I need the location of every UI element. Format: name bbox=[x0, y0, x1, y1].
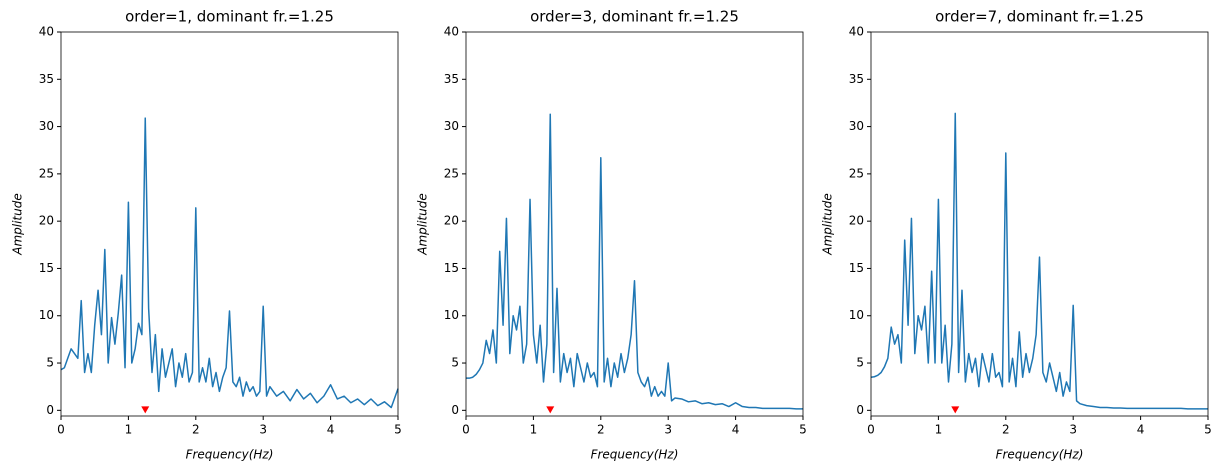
y-tick-label: 30 bbox=[444, 119, 459, 133]
x-tick-label: 5 bbox=[394, 423, 402, 437]
x-tick-label: 1 bbox=[530, 423, 538, 437]
y-tick-label: 15 bbox=[39, 261, 54, 275]
y-tick-label: 25 bbox=[39, 166, 54, 180]
chart-title: order=3, dominant fr.=1.25 bbox=[530, 8, 739, 26]
y-tick-label: 25 bbox=[444, 166, 459, 180]
y-tick-label: 15 bbox=[444, 261, 459, 275]
x-tick-label: 3 bbox=[259, 423, 267, 437]
y-axis-label: Amplitude bbox=[11, 193, 25, 256]
y-tick-label: 30 bbox=[39, 119, 54, 133]
chart-title: order=7, dominant fr.=1.25 bbox=[935, 8, 1144, 26]
x-tick-label: 4 bbox=[732, 423, 740, 437]
x-tick-label: 2 bbox=[597, 423, 605, 437]
y-tick-label: 40 bbox=[39, 25, 54, 39]
y-tick-label: 35 bbox=[39, 72, 54, 86]
y-tick-label: 25 bbox=[849, 166, 864, 180]
line-series bbox=[60, 117, 399, 409]
x-tick-label: 2 bbox=[1002, 423, 1010, 437]
x-tick-label: 3 bbox=[1069, 423, 1077, 437]
dominant-frequency-marker bbox=[141, 406, 150, 414]
axes-frame bbox=[870, 31, 1209, 417]
x-tick-label: 2 bbox=[192, 423, 200, 437]
y-tick-label: 35 bbox=[444, 72, 459, 86]
x-axis-label: Frequency(Hz) bbox=[186, 448, 274, 462]
y-tick-label: 20 bbox=[444, 214, 459, 228]
y-tick-label: 10 bbox=[39, 308, 54, 322]
line-series bbox=[466, 113, 803, 410]
y-tick-label: 15 bbox=[849, 261, 864, 275]
y-tick-label: 0 bbox=[856, 403, 864, 417]
x-tick-label: 4 bbox=[1137, 423, 1145, 437]
y-tick-label: 20 bbox=[849, 214, 864, 228]
x-axis-label: Frequency(Hz) bbox=[591, 448, 679, 462]
dominant-frequency-marker bbox=[951, 406, 960, 414]
dominant-frequency-marker bbox=[546, 406, 555, 414]
y-tick-label: 10 bbox=[444, 308, 459, 322]
axes-frame bbox=[465, 31, 804, 417]
y-tick-label: 5 bbox=[856, 356, 864, 370]
axes-frame bbox=[60, 31, 399, 417]
y-axis-label: Amplitude bbox=[821, 193, 835, 256]
y-tick-label: 40 bbox=[849, 25, 864, 39]
x-tick-label: 5 bbox=[799, 423, 807, 437]
y-tick-label: 0 bbox=[451, 403, 459, 417]
x-tick-label: 1 bbox=[125, 423, 133, 437]
y-tick-label: 40 bbox=[444, 25, 459, 39]
x-axis-label: Frequency(Hz) bbox=[996, 448, 1084, 462]
x-tick-label: 1 bbox=[935, 423, 943, 437]
y-tick-label: 5 bbox=[451, 356, 459, 370]
x-tick-label: 5 bbox=[1204, 423, 1212, 437]
line-series bbox=[870, 112, 1208, 410]
y-tick-label: 5 bbox=[46, 356, 54, 370]
y-tick-label: 10 bbox=[849, 308, 864, 322]
y-tick-label: 30 bbox=[849, 119, 864, 133]
x-tick-label: 4 bbox=[327, 423, 335, 437]
x-tick-label: 0 bbox=[57, 423, 65, 437]
y-axis-label: Amplitude bbox=[416, 193, 430, 256]
x-tick-label: 3 bbox=[664, 423, 672, 437]
x-tick-label: 0 bbox=[462, 423, 470, 437]
y-tick-label: 0 bbox=[46, 403, 54, 417]
chart-title: order=1, dominant fr.=1.25 bbox=[125, 8, 334, 26]
y-tick-label: 20 bbox=[39, 214, 54, 228]
x-tick-label: 0 bbox=[867, 423, 875, 437]
y-tick-label: 35 bbox=[849, 72, 864, 86]
